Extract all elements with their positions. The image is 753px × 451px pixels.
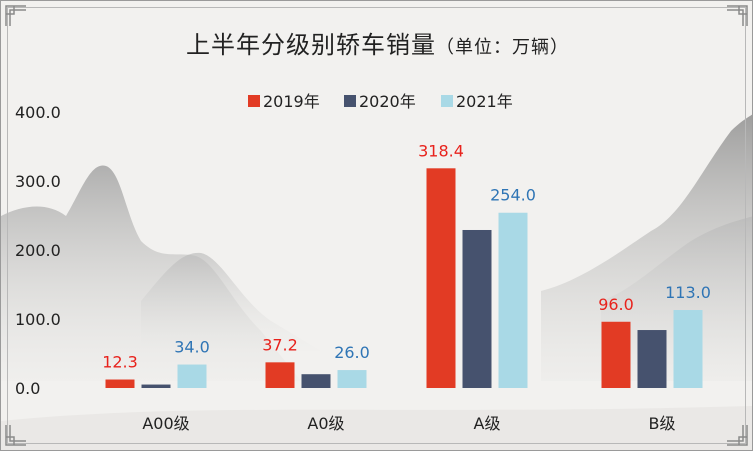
corner-ornament-icon bbox=[5, 5, 26, 26]
legend-swatch bbox=[344, 95, 356, 107]
bar bbox=[105, 379, 135, 388]
legend-label: 2020年 bbox=[359, 92, 416, 111]
bar bbox=[141, 384, 171, 388]
chart-unit-note: （单位：万辆） bbox=[436, 37, 569, 58]
bar bbox=[673, 310, 703, 388]
y-tick-label: 0.0 bbox=[15, 379, 40, 398]
x-tick-label: A级 bbox=[474, 414, 501, 433]
legend-swatch bbox=[441, 95, 453, 107]
data-label: 254.0 bbox=[490, 186, 536, 205]
data-label: 34.0 bbox=[174, 338, 210, 357]
bar bbox=[637, 330, 667, 388]
bar bbox=[462, 229, 492, 388]
y-tick-label: 100.0 bbox=[15, 310, 61, 329]
legend-label: 2021年 bbox=[456, 92, 513, 111]
data-label: 113.0 bbox=[665, 283, 711, 302]
bar bbox=[337, 370, 367, 388]
y-tick-label: 300.0 bbox=[15, 172, 61, 191]
bar bbox=[426, 168, 456, 388]
data-label: 26.0 bbox=[334, 343, 370, 362]
y-tick-label: 400.0 bbox=[15, 103, 61, 122]
corner-ornament-icon bbox=[5, 425, 26, 446]
bar bbox=[301, 374, 331, 388]
bar bbox=[265, 362, 295, 388]
chart-title: 上半年分级别轿车销量（单位：万辆） bbox=[1, 25, 752, 60]
x-tick-label: A00级 bbox=[142, 414, 189, 433]
y-tick-label: 200.0 bbox=[15, 241, 61, 260]
bar bbox=[498, 212, 528, 388]
corner-ornament-icon bbox=[727, 5, 748, 26]
data-label: 96.0 bbox=[598, 295, 634, 314]
data-label: 318.4 bbox=[418, 141, 464, 160]
x-tick-label: A0级 bbox=[307, 414, 344, 433]
bar bbox=[601, 321, 631, 388]
legend-swatch bbox=[248, 95, 260, 107]
data-label: 37.2 bbox=[262, 335, 298, 354]
x-tick-label: B级 bbox=[649, 414, 676, 433]
chart-title-text: 上半年分级别轿车销量 bbox=[186, 31, 436, 59]
data-label: 12.3 bbox=[102, 353, 138, 372]
bar bbox=[177, 364, 207, 388]
legend-label: 2019年 bbox=[263, 92, 320, 111]
corner-ornament-icon bbox=[727, 425, 748, 446]
